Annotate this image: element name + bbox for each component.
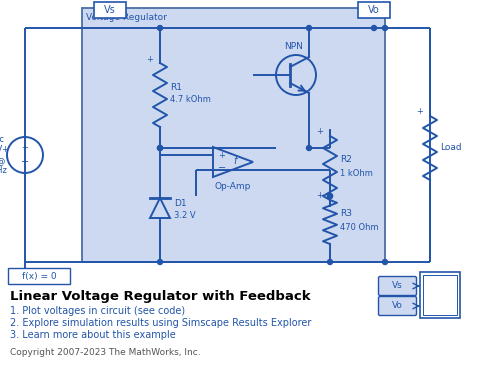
- Text: f(x) = 0: f(x) = 0: [21, 272, 56, 280]
- FancyBboxPatch shape: [8, 268, 70, 284]
- Text: Vs: Vs: [104, 5, 116, 15]
- Text: 4.7 kOhm: 4.7 kOhm: [170, 95, 211, 104]
- FancyBboxPatch shape: [82, 8, 385, 262]
- Circle shape: [327, 194, 332, 198]
- Text: +: +: [218, 151, 225, 161]
- Text: D1: D1: [174, 199, 186, 209]
- Text: Vo: Vo: [392, 302, 403, 310]
- FancyBboxPatch shape: [94, 2, 126, 18]
- Text: Vo: Vo: [368, 5, 380, 15]
- Text: 1. Plot voltages in circuit (see code): 1. Plot voltages in circuit (see code): [10, 306, 185, 316]
- Circle shape: [383, 259, 387, 265]
- FancyBboxPatch shape: [423, 275, 457, 315]
- Text: Op-Amp: Op-Amp: [215, 182, 251, 191]
- Text: VSrc
20V+
1V@
5kHz: VSrc 20V+ 1V@ 5kHz: [0, 135, 10, 175]
- Text: 3.2 V: 3.2 V: [174, 212, 196, 221]
- Text: f: f: [233, 156, 237, 166]
- Circle shape: [306, 145, 311, 151]
- Circle shape: [371, 26, 377, 30]
- Text: NPN: NPN: [285, 42, 304, 51]
- Text: R3: R3: [340, 209, 352, 219]
- FancyBboxPatch shape: [379, 296, 416, 316]
- Text: Linear Voltage Regulator with Feedback: Linear Voltage Regulator with Feedback: [10, 290, 311, 303]
- Text: +: +: [316, 192, 323, 201]
- Text: −: −: [21, 157, 29, 167]
- FancyBboxPatch shape: [358, 2, 390, 18]
- Text: 470 Ohm: 470 Ohm: [340, 222, 379, 232]
- Text: Voltage Regulator: Voltage Regulator: [86, 13, 167, 23]
- Circle shape: [158, 26, 163, 30]
- Text: 1 kOhm: 1 kOhm: [340, 168, 373, 178]
- FancyBboxPatch shape: [379, 276, 416, 296]
- Text: +: +: [316, 128, 323, 137]
- Circle shape: [383, 26, 387, 30]
- FancyBboxPatch shape: [420, 272, 460, 318]
- Text: R1: R1: [170, 83, 182, 91]
- Text: R2: R2: [340, 155, 352, 165]
- Text: Load: Load: [440, 144, 462, 152]
- Text: 2. Explore simulation results using Simscape Results Explorer: 2. Explore simulation results using Sims…: [10, 318, 311, 328]
- Circle shape: [327, 194, 332, 198]
- Text: 3. Learn more about this example: 3. Learn more about this example: [10, 330, 176, 340]
- Text: Copyright 2007-2023 The MathWorks, Inc.: Copyright 2007-2023 The MathWorks, Inc.: [10, 348, 201, 357]
- Circle shape: [158, 259, 163, 265]
- Text: Vs: Vs: [392, 282, 403, 290]
- Text: −: −: [218, 163, 226, 173]
- Circle shape: [158, 145, 163, 151]
- Text: +: +: [416, 108, 423, 117]
- Circle shape: [327, 259, 332, 265]
- Circle shape: [158, 145, 163, 151]
- Text: +: +: [21, 144, 28, 152]
- Circle shape: [306, 26, 311, 30]
- Text: +: +: [146, 54, 153, 64]
